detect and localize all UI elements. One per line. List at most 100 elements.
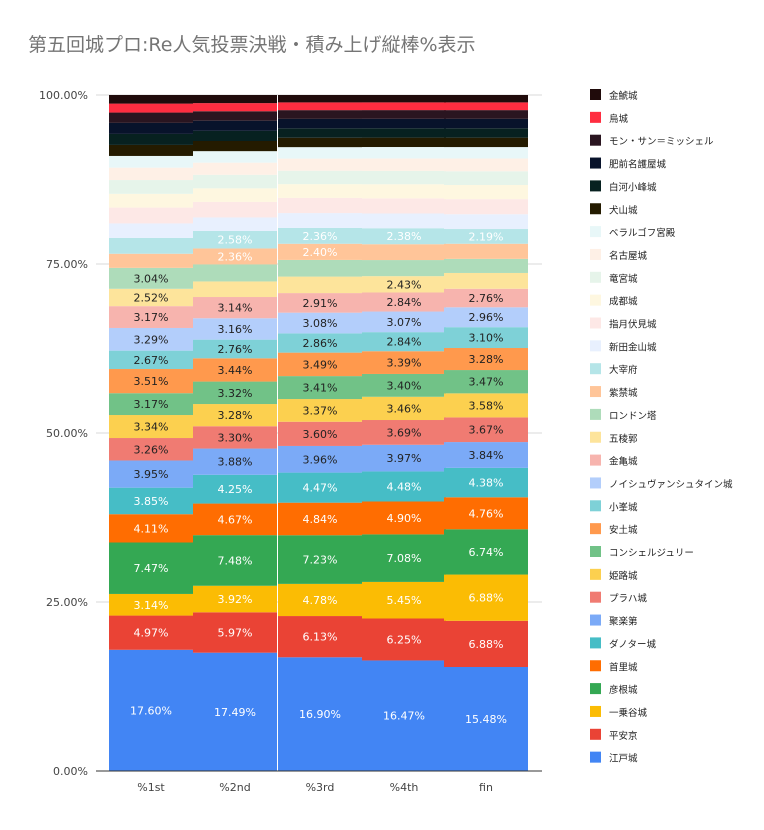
data-label: 6.88% [469, 592, 504, 605]
bar-segment [193, 474, 277, 504]
bar-segment [109, 350, 193, 370]
legend-swatch [590, 568, 601, 580]
bar-segment [109, 593, 193, 616]
bar-segment [444, 95, 528, 103]
bar-segment [444, 307, 528, 328]
legend-swatch [590, 248, 601, 260]
data-label: 3.84% [469, 449, 504, 462]
data-label: 4.25% [218, 483, 253, 496]
bar-segment [362, 128, 446, 138]
bar-segment [109, 306, 193, 328]
bar-segment [193, 404, 277, 427]
legend-label: 新田金山城 [609, 341, 657, 353]
data-label: 4.67% [218, 513, 253, 526]
bar-segment [444, 442, 528, 468]
data-label: 2.19% [469, 230, 504, 243]
data-label: 2.36% [303, 230, 338, 243]
bar-segment [193, 652, 277, 771]
legend-label: 小峯城 [609, 502, 638, 513]
bar-segment [444, 199, 528, 215]
bar-segment [193, 248, 277, 265]
bar-segment [362, 95, 446, 103]
data-label: 2.40% [303, 246, 338, 259]
data-label: 4.84% [303, 513, 338, 526]
bar-segment [362, 118, 446, 129]
legend-label: 一乗谷城 [609, 707, 648, 719]
data-label: 3.95% [134, 468, 169, 481]
bar-segment [278, 276, 362, 294]
bar-segment [193, 503, 277, 536]
bar-segment [362, 660, 446, 771]
bar-segment [362, 158, 446, 171]
data-label: 6.88% [469, 638, 504, 651]
bar-segment [444, 243, 528, 259]
legend-label: 五稜郭 [609, 433, 638, 445]
bar-segment [362, 420, 446, 445]
x-tick-label: %3rd [306, 781, 335, 794]
data-label: 3.07% [387, 316, 422, 329]
x-tick-label: %4th [390, 781, 419, 794]
data-label: 2.91% [303, 297, 338, 310]
bar-segment [444, 214, 528, 230]
legend-swatch [590, 614, 601, 626]
bar-segment [109, 223, 193, 238]
legend-swatch [590, 454, 601, 466]
data-label: 3.96% [303, 453, 338, 466]
bar-segment [193, 281, 277, 298]
bar-segment [193, 339, 277, 359]
legend-label: 聚楽第 [609, 616, 638, 628]
bar-segment [444, 137, 528, 148]
data-label: 3.04% [134, 272, 169, 285]
legend-swatch [590, 386, 601, 398]
data-label: 3.14% [134, 599, 169, 612]
data-label: 3.34% [134, 421, 169, 434]
bar-segment [193, 162, 277, 175]
data-label: 4.78% [303, 594, 338, 607]
legend-label: 首里城 [609, 661, 638, 673]
legend-swatch [590, 203, 601, 215]
bar-segment [278, 110, 362, 119]
legend-label: 安土城 [609, 524, 638, 536]
bar-segment [444, 158, 528, 172]
bar-segment [109, 207, 193, 224]
data-label: 3.37% [303, 404, 338, 417]
legend: 金鯱城烏城モン・サン＝ミッシェル肥前名護屋城白河小峰城犬山城ベラルゴフ宮殿名古屋… [590, 89, 733, 765]
bar-segment [278, 243, 362, 260]
bar-segment [362, 260, 446, 277]
data-label: 2.52% [134, 291, 169, 304]
data-label: 2.96% [469, 311, 504, 324]
data-label: 4.47% [303, 482, 338, 495]
bar-segment [362, 444, 446, 472]
bar-segment [278, 158, 362, 171]
bar-segment [193, 612, 277, 653]
data-label: 3.58% [469, 399, 504, 412]
bar-segment [193, 188, 277, 202]
data-label: 2.76% [218, 343, 253, 356]
legend-swatch [590, 705, 601, 717]
bar-segment [109, 193, 193, 208]
data-label: 3.40% [387, 379, 422, 392]
legend-label: 大宰府 [609, 364, 638, 376]
bar-segment [109, 542, 193, 594]
data-label: 7.48% [218, 554, 253, 567]
bar-segment [362, 244, 446, 261]
bar-segment [109, 103, 193, 113]
data-label: 3.60% [303, 428, 338, 441]
legend-label: ベラルゴフ宮殿 [609, 227, 676, 239]
bar-segment [362, 332, 446, 352]
bar-segment [278, 259, 362, 277]
data-label: 2.43% [387, 278, 422, 291]
data-label: 2.84% [387, 296, 422, 309]
legend-swatch [590, 500, 601, 512]
bar-segment [278, 213, 362, 228]
legend-label: コンシェルジュリー [609, 548, 694, 559]
data-label: 15.48% [465, 713, 507, 726]
legend-swatch [590, 89, 601, 100]
data-label: 2.38% [387, 230, 422, 243]
legend-label: 平安京 [609, 730, 638, 742]
bar-segment [362, 618, 446, 661]
bar-segment [109, 649, 193, 771]
data-label: 4.97% [134, 627, 169, 640]
data-label: 3.49% [303, 358, 338, 371]
